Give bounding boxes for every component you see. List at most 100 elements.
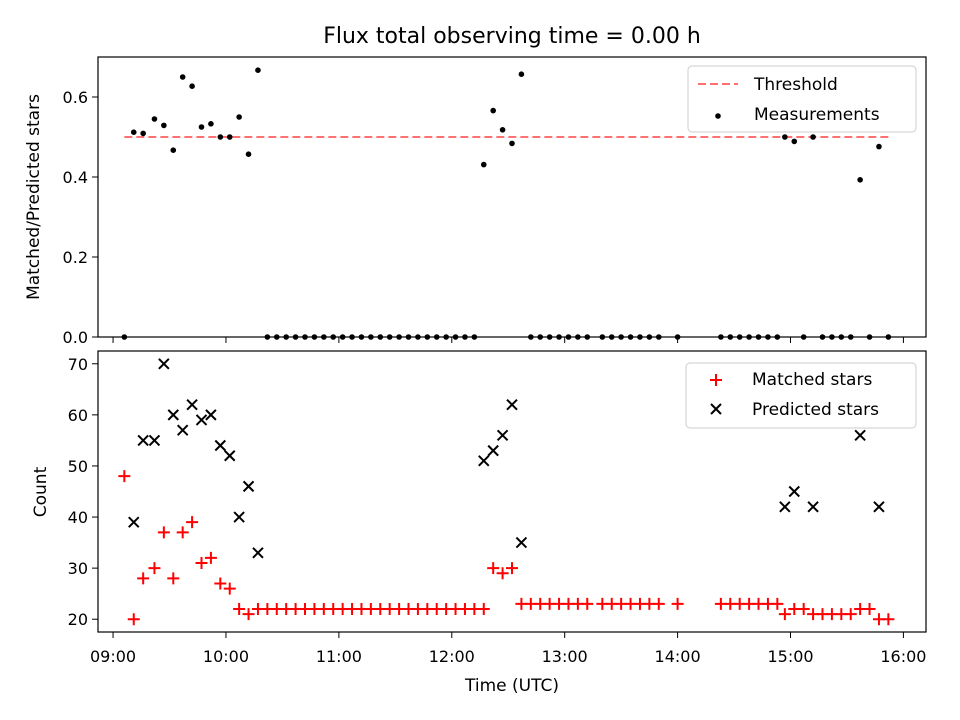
predicted-point: [148, 434, 161, 447]
measurement-point: [857, 177, 863, 183]
matched-point: [771, 597, 784, 610]
matched-point: [844, 608, 857, 621]
top-legend: Threshold Measurements: [687, 65, 917, 133]
x-tick-label: 09:00: [90, 647, 136, 666]
predicted-point: [506, 398, 518, 411]
bottom-plot-frame: [97, 350, 927, 633]
measurement-point: [782, 134, 788, 140]
y-tick-label: 50: [68, 457, 88, 476]
y-tick-label: 0.6: [63, 88, 88, 107]
measurement-point: [876, 143, 882, 150]
y-tick-label: 20: [68, 610, 88, 629]
matched-point: [223, 582, 236, 595]
y-tick-label: 0.2: [63, 248, 88, 267]
legend-measurements-label: Measurements: [754, 105, 880, 125]
measurement-point: [189, 83, 195, 89]
matched-point: [581, 597, 594, 610]
matched-point: [148, 562, 161, 575]
bottom-x-axis-ticks: 09:00 10:00 11:00 12:00 13:00 14:00 15:00 16:00: [90, 632, 926, 666]
top-legend-box: [687, 65, 917, 133]
predicted-point: [128, 516, 140, 528]
matched-point: [127, 613, 140, 626]
matched-point: [204, 551, 217, 564]
measurement-point: [245, 151, 252, 157]
legend-threshold-label: Threshold: [753, 75, 838, 95]
legend-matched-marker: [710, 374, 722, 386]
predicted-point: [807, 501, 819, 513]
matched-point: [477, 603, 490, 616]
predicted-point: [137, 434, 149, 447]
measurement-point: [151, 116, 158, 122]
legend-predicted-marker: [710, 403, 722, 415]
x-tick-label: 15:00: [767, 647, 813, 666]
measurement-point: [140, 130, 146, 137]
measurement-point: [255, 67, 261, 73]
bottom-legend: Matched stars Predicted stars: [685, 362, 917, 429]
measurement-point: [490, 107, 496, 114]
top-y-axis-label: Matched/Predicted stars: [24, 94, 44, 300]
measurement-point: [217, 134, 224, 140]
top-x-axis-ticks: [112, 337, 904, 343]
bottom-y-axis-label: Count: [31, 466, 51, 517]
matched-point: [233, 603, 246, 616]
matched-point: [137, 572, 150, 585]
y-tick-label: 0.4: [63, 168, 88, 187]
y-tick-label: 0.0: [63, 328, 88, 347]
x-tick-label: 14:00: [655, 647, 701, 666]
legend-predicted-label: Predicted stars: [752, 400, 879, 420]
matched-point: [863, 603, 876, 616]
y-tick-label: 70: [68, 355, 88, 374]
x-tick-label: 13:00: [542, 647, 588, 666]
predicted-point: [167, 409, 179, 421]
matched-point: [496, 567, 509, 580]
matched-point: [778, 608, 791, 621]
measurement-point: [509, 140, 515, 147]
predicted-point: [873, 501, 885, 513]
matched-point: [118, 470, 131, 483]
bottom-legend-box: [685, 362, 917, 429]
bottom-y-axis-ticks: 20 30 40 50 60 70: [68, 355, 98, 629]
matched-point: [186, 516, 199, 529]
matched-point: [652, 597, 665, 610]
top-plot-frame: [97, 56, 927, 338]
measurement-point: [208, 121, 214, 127]
predicted-point: [242, 480, 255, 493]
predicted-point: [515, 536, 528, 549]
bottom-plot-marks: [118, 358, 895, 626]
y-tick-label: 30: [68, 559, 88, 578]
measurement-point: [480, 161, 487, 168]
predicted-point: [478, 455, 490, 467]
matched-point: [242, 608, 255, 621]
matched-point: [487, 562, 500, 575]
x-tick-label: 11:00: [316, 647, 362, 666]
measurement-point: [170, 147, 177, 153]
chart-title: Flux total observing time = 0.00 h: [323, 24, 701, 49]
measurement-point: [130, 129, 137, 135]
predicted-point: [176, 424, 189, 436]
predicted-point: [205, 409, 217, 421]
matched-point: [671, 597, 684, 610]
y-tick-label: 60: [68, 406, 88, 425]
measurement-point: [198, 124, 205, 130]
predicted-point: [233, 511, 245, 523]
predicted-point: [788, 485, 800, 498]
predicted-point: [854, 429, 866, 442]
measurement-point: [236, 114, 242, 120]
measurement-point: [791, 138, 798, 145]
measurement-point: [179, 74, 186, 80]
legend-measurements-marker: [715, 113, 721, 119]
predicted-point: [487, 444, 499, 457]
x-axis-label: Time (UTC): [464, 676, 559, 696]
x-tick-label: 16:00: [880, 647, 926, 666]
measurement-point: [518, 71, 525, 77]
measurement-point: [810, 134, 816, 140]
predicted-point: [158, 358, 170, 370]
predicted-point: [779, 501, 791, 513]
matched-point: [797, 603, 810, 616]
predicted-point: [252, 547, 264, 559]
measurement-point: [161, 122, 167, 129]
measurement-point: [226, 134, 233, 140]
y-tick-label: 40: [68, 508, 88, 527]
matched-point: [167, 572, 180, 585]
